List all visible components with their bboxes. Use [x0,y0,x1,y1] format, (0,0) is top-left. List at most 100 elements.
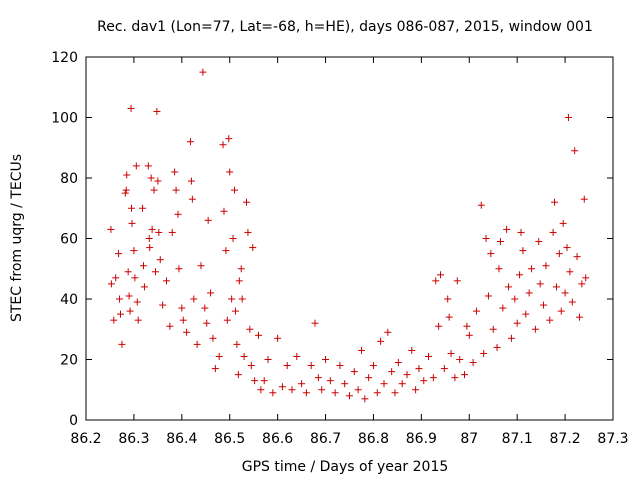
data-point [331,389,339,397]
x-tick: 86.9 [406,57,437,447]
y-tick: 20 [60,353,613,369]
data-point [193,340,201,348]
data-point [293,352,301,360]
data-point [133,298,141,306]
data-point [472,307,480,315]
data-point [477,201,485,209]
x-axis-ticks: 86.2 86.3 86.4 86.5 86.6 86.7 86.8 86.9 87 87.1 87… [70,57,629,447]
data-point [249,244,257,252]
data-point [132,162,140,170]
data-point [429,374,437,382]
data-point [186,138,194,146]
x-tick-label: 86.5 [214,431,245,447]
data-point [215,352,223,360]
data-point [269,389,277,397]
data-point [283,362,291,370]
data-point [336,362,344,370]
x-tick-label: 86.9 [406,431,437,447]
data-point [326,377,334,385]
data-point [107,280,115,288]
data-point [251,377,259,385]
data-point [311,319,319,327]
x-axis-label: GPS time / Days of year 2015 [242,459,449,475]
x-tick: 87.3 [597,57,629,447]
x-tick: 86.6 [262,57,293,447]
x-tick: 86.2 [70,57,102,447]
data-point [116,295,124,303]
data-point [552,283,560,291]
data-point [350,368,358,376]
x-tick: 86.4 [166,57,197,447]
data-point [126,307,134,315]
data-point [231,186,239,194]
data-point [201,304,209,312]
data-point [380,380,388,388]
data-point [384,328,392,336]
data-point [517,228,525,236]
data-point [127,104,135,112]
data-point [204,216,212,224]
data-point [145,235,153,242]
x-tick: 86.3 [118,57,149,447]
data-point [246,325,254,333]
data-point [155,228,163,236]
data-point [487,250,495,258]
data-point [107,225,115,233]
x-tick-label: 87.3 [597,431,628,447]
data-point [175,265,183,273]
data-point [394,359,402,367]
data-point [220,207,228,215]
data-point [116,310,124,318]
x-tick-label: 87.2 [550,431,581,447]
data-point [460,371,468,379]
data-point [222,247,230,255]
x-tick: 87.2 [550,57,581,447]
data-point [139,262,147,270]
data-point [159,301,167,309]
data-point [223,316,231,324]
data-point [264,356,272,363]
data-point [190,295,198,303]
data-point [445,313,453,321]
chart-title: Rec. dav1 (Lon=77, Lat=-68, h=HE), days … [97,19,593,35]
data-point [139,204,147,212]
data-point [563,244,571,252]
data-point [361,395,369,403]
data-point [233,340,241,348]
data-point [398,380,406,388]
data-point [240,352,248,360]
data-point [144,162,152,170]
data-point [131,274,139,282]
data-point [207,289,215,297]
data-point [519,247,527,255]
y-tick-label: 0 [69,413,78,429]
data-point [257,386,265,394]
data-point [147,174,155,182]
data-point [174,210,182,218]
y-tick: 60 [60,232,613,248]
y-tick: 80 [60,171,613,187]
data-point [125,292,133,300]
data-point [225,135,233,143]
data-point [307,362,315,370]
data-point [432,277,440,285]
data-point [435,322,443,330]
data-point [229,235,237,242]
y-tick: 0 [69,413,613,429]
data-point [302,389,310,397]
data-point [420,377,428,385]
data-point [341,380,349,388]
data-point [151,268,159,276]
y-tick: 120 [51,50,613,66]
data-point [134,316,142,324]
data-point [199,68,207,76]
data-point [555,250,563,258]
data-point [148,225,156,233]
data-point [115,250,123,258]
x-tick: 86.5 [214,57,245,447]
y-axis-ticks: 0 20 40 60 80 100 120 [51,50,613,429]
data-point [546,316,554,324]
data-point [118,340,126,348]
data-point [219,141,227,149]
x-tick-label: 86.2 [70,431,101,447]
